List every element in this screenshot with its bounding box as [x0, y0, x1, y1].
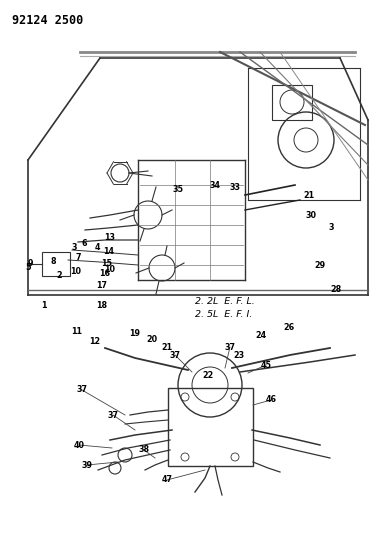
- Text: 30: 30: [306, 211, 317, 220]
- Text: 38: 38: [138, 446, 150, 455]
- Text: 37: 37: [76, 385, 87, 394]
- Text: 37: 37: [169, 351, 180, 359]
- Text: 21: 21: [304, 190, 315, 199]
- Text: 1: 1: [41, 302, 47, 311]
- Text: 40: 40: [73, 440, 84, 449]
- Text: 13: 13: [105, 233, 116, 243]
- Text: 15: 15: [101, 260, 112, 269]
- Text: 35: 35: [173, 185, 184, 195]
- Text: 47: 47: [162, 475, 173, 484]
- Text: 8: 8: [50, 257, 56, 266]
- Text: 7: 7: [75, 254, 81, 262]
- Bar: [42, 252, 70, 276]
- Text: 33: 33: [230, 183, 241, 192]
- Text: 9: 9: [27, 260, 33, 269]
- Text: 2: 2: [56, 271, 62, 280]
- Text: 24: 24: [255, 330, 266, 340]
- Text: 3: 3: [71, 244, 77, 253]
- Text: 21: 21: [162, 343, 173, 352]
- Text: 28: 28: [330, 286, 342, 295]
- Text: 10: 10: [71, 268, 81, 277]
- Text: 16: 16: [100, 270, 111, 279]
- Text: 19: 19: [130, 329, 141, 338]
- Text: 34: 34: [209, 181, 220, 190]
- Text: 39: 39: [81, 461, 92, 470]
- Text: 10: 10: [105, 265, 116, 274]
- Text: 23: 23: [233, 351, 245, 359]
- Text: 26: 26: [283, 324, 294, 333]
- Text: 37: 37: [225, 343, 236, 351]
- Text: 17: 17: [97, 281, 108, 290]
- Text: 6: 6: [81, 239, 87, 248]
- Bar: [168, 388, 253, 466]
- Text: 12: 12: [89, 337, 101, 346]
- Text: 29: 29: [314, 261, 326, 270]
- Text: 46: 46: [266, 395, 277, 405]
- Text: 22: 22: [203, 370, 214, 379]
- Text: 18: 18: [97, 301, 108, 310]
- Text: 92124 2500: 92124 2500: [12, 14, 83, 27]
- Text: 2. 5L  E. F. I.: 2. 5L E. F. I.: [195, 310, 252, 319]
- Text: 3: 3: [328, 223, 334, 232]
- Text: 11: 11: [71, 327, 82, 336]
- Text: 2. 2L  E. F. L.: 2. 2L E. F. L.: [195, 297, 255, 306]
- Text: 37: 37: [108, 410, 119, 419]
- Text: 45: 45: [261, 360, 271, 369]
- Text: 14: 14: [103, 247, 114, 256]
- Bar: [272, 85, 312, 120]
- Text: 5: 5: [25, 263, 31, 272]
- Text: 20: 20: [146, 335, 158, 344]
- Text: 4: 4: [94, 244, 100, 253]
